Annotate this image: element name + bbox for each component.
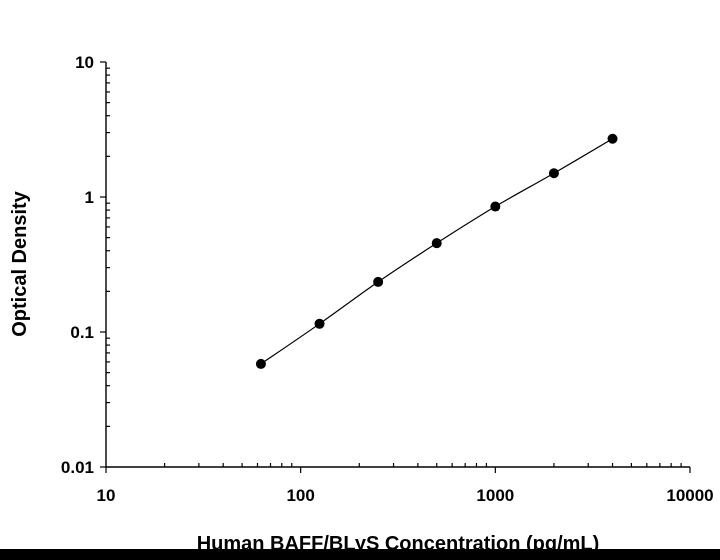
x-tick-label: 10000 bbox=[666, 486, 713, 505]
bottom-edge-bar bbox=[0, 549, 720, 560]
data-point bbox=[255, 358, 266, 369]
data-point bbox=[431, 238, 442, 249]
y-tick-label: 10 bbox=[75, 53, 94, 72]
y-tick-label: 0.1 bbox=[70, 323, 94, 342]
fit-curve bbox=[260, 138, 613, 365]
y-tick-label: 0.01 bbox=[61, 458, 94, 477]
x-axis: 10 100 1000 10000 bbox=[97, 463, 714, 505]
plot-area bbox=[255, 133, 618, 369]
data-point bbox=[314, 318, 325, 329]
data-point bbox=[490, 201, 501, 212]
data-point bbox=[373, 276, 384, 287]
y-axis-title: Optical Density bbox=[9, 190, 31, 336]
y-tick-label: 1 bbox=[85, 188, 94, 207]
x-tick-label: 1000 bbox=[476, 486, 514, 505]
y-axis: 0.01 0.1 1 10 bbox=[61, 53, 110, 477]
x-tick-label: 100 bbox=[286, 486, 314, 505]
data-point bbox=[607, 133, 618, 144]
x-tick-label: 10 bbox=[97, 486, 116, 505]
data-point bbox=[548, 168, 559, 179]
